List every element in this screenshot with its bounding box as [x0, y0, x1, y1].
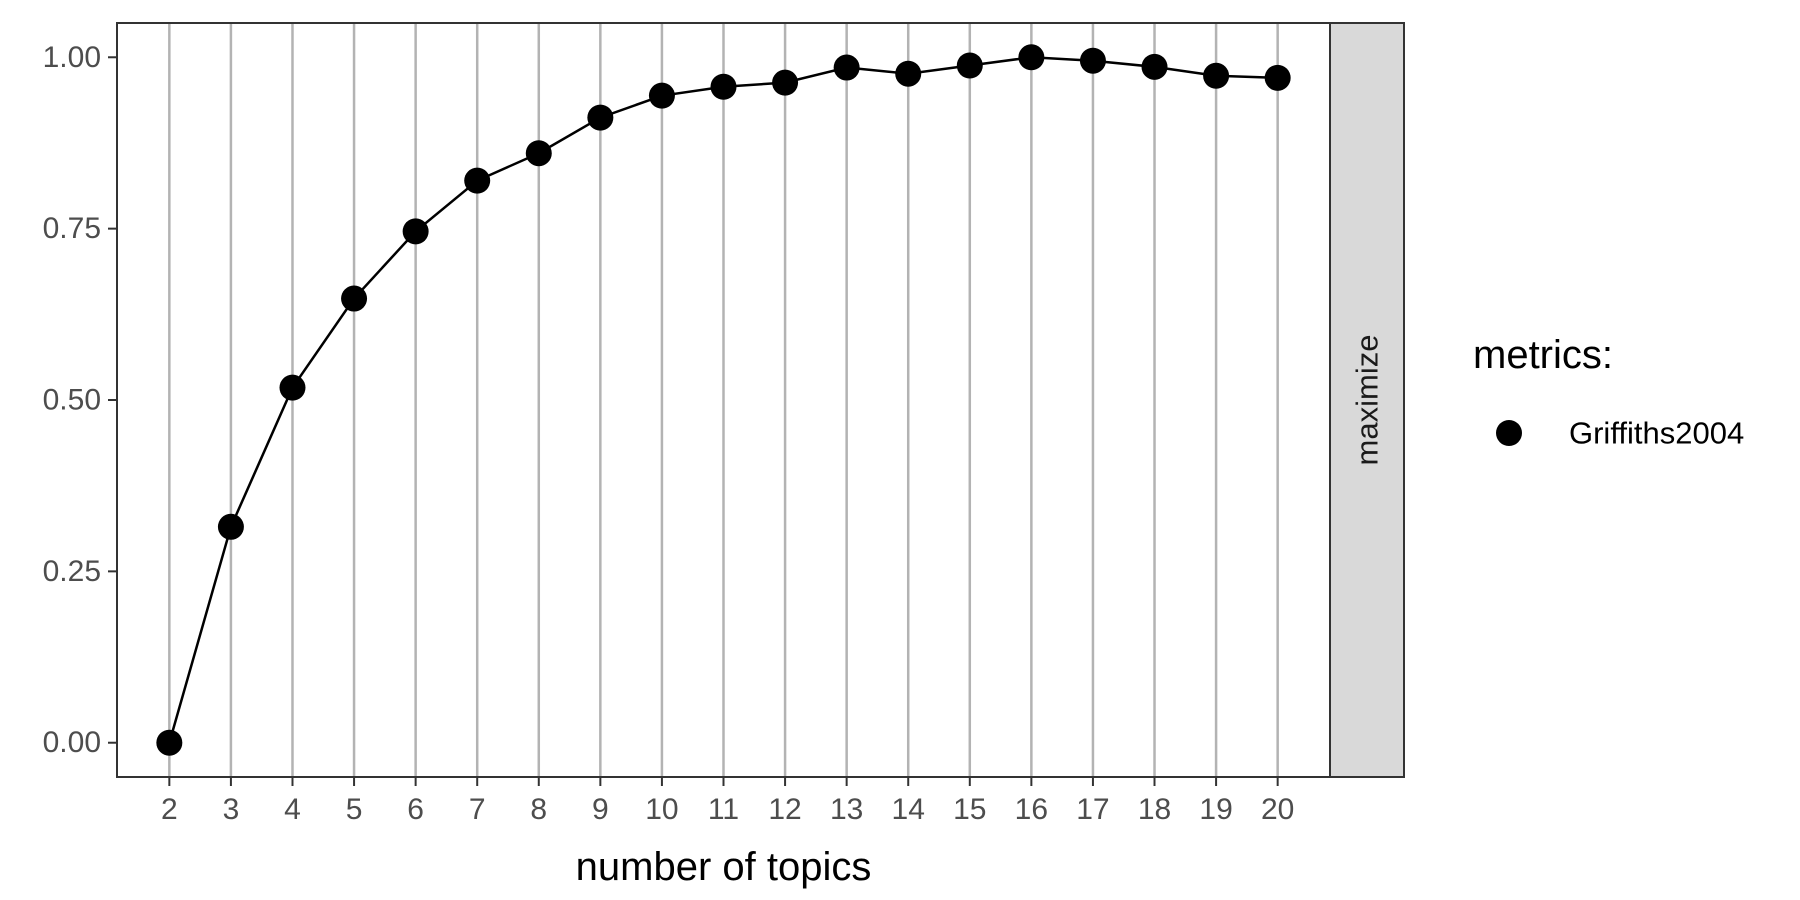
x-tick-label-16: 16 [1015, 793, 1048, 826]
y-tick-label-0.25: 0.25 [43, 555, 101, 588]
data-point-4 [279, 374, 306, 401]
data-point-17 [1079, 47, 1106, 74]
x-tick-label-7: 7 [469, 793, 486, 826]
data-point-5 [341, 285, 368, 312]
data-point-9 [587, 104, 614, 131]
facet-strip-label: maximize [1350, 335, 1385, 466]
x-tick-label-20: 20 [1261, 793, 1294, 826]
x-tick-label-14: 14 [892, 793, 925, 826]
data-point-2 [156, 729, 183, 756]
x-tick-label-3: 3 [223, 793, 240, 826]
x-tick-label-18: 18 [1138, 793, 1171, 826]
x-tick-label-5: 5 [346, 793, 363, 826]
data-point-15 [956, 52, 983, 79]
legend-label-0: Griffiths2004 [1569, 416, 1744, 451]
data-point-11 [710, 73, 737, 100]
legend-entries: Griffiths2004 [1496, 416, 1744, 451]
legend-title: metrics: [1473, 333, 1613, 377]
data-point-12 [772, 69, 799, 96]
data-point-16 [1018, 44, 1045, 71]
y-axis-ticks: 0.00 0.25 0.50 0.75 1.00 [43, 41, 117, 759]
data-point-3 [217, 513, 244, 540]
grid-lines [168, 23, 1279, 777]
data-point-8 [525, 140, 552, 167]
x-tick-label-4: 4 [284, 793, 301, 826]
x-tick-label-10: 10 [645, 793, 678, 826]
y-tick-label-0.50: 0.50 [43, 384, 101, 417]
x-axis-ticks: 2 3 4 5 6 7 8 9 10 11 12 13 14 15 16 17 18 19 20 [161, 777, 1294, 826]
x-tick-label-6: 6 [407, 793, 424, 826]
data-point-10 [648, 82, 675, 109]
facet-strip: maximize [1329, 22, 1405, 778]
facet-strip-box [1329, 22, 1405, 778]
data-point-19 [1203, 62, 1230, 89]
x-tick-label-12: 12 [768, 793, 801, 826]
data-point-7 [464, 167, 491, 194]
data-point-18 [1141, 53, 1168, 80]
legend: metrics: Griffiths2004 [1473, 333, 1744, 451]
x-tick-label-8: 8 [530, 793, 547, 826]
data-point-20 [1264, 64, 1291, 91]
y-tick-label-0.75: 0.75 [43, 212, 101, 245]
x-axis-title: number of topics [576, 845, 872, 889]
data-point-14 [895, 60, 922, 87]
x-tick-label-2: 2 [161, 793, 178, 826]
x-tick-label-13: 13 [830, 793, 863, 826]
data-point-13 [833, 54, 860, 81]
data-point-6 [402, 218, 429, 245]
y-tick-label-0.00: 0.00 [43, 726, 101, 759]
x-tick-label-15: 15 [953, 793, 986, 826]
x-tick-label-17: 17 [1076, 793, 1109, 826]
series-layer [156, 44, 1291, 756]
x-tick-label-11: 11 [708, 793, 739, 826]
legend-key-0 [1496, 420, 1522, 446]
x-tick-label-19: 19 [1199, 793, 1232, 826]
y-tick-label-1.00: 1.00 [43, 41, 101, 74]
x-tick-label-9: 9 [592, 793, 609, 826]
